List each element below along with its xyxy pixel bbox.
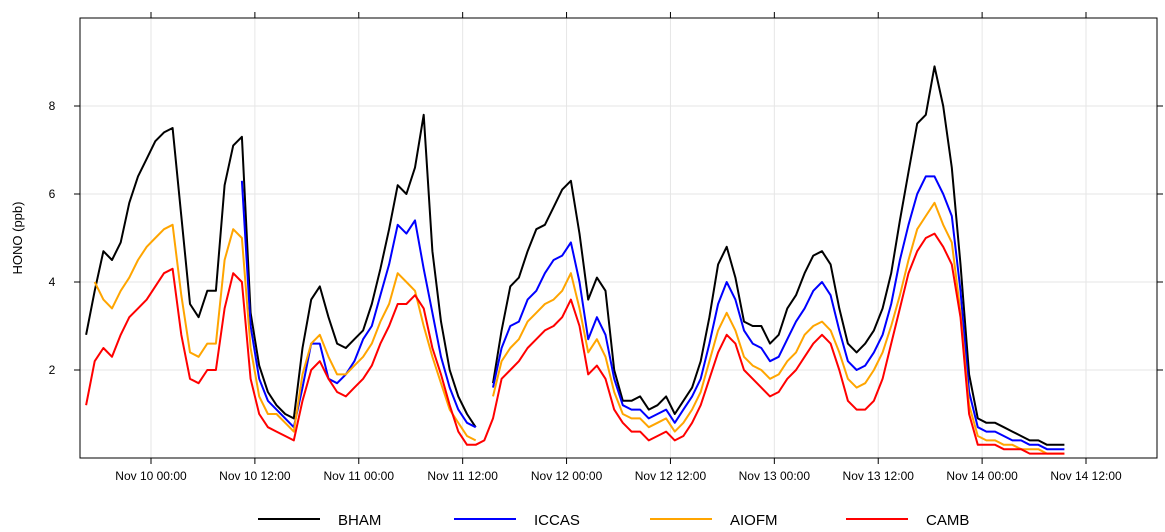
series-line-bham [85, 65, 1065, 446]
legend: BHAM ICCAS AIOFM CAMB [258, 512, 969, 529]
plot-frame [79, 17, 1158, 459]
x-tick-label: Nov 12 00:00 [531, 469, 603, 483]
x-tick-label: Nov 14 00:00 [946, 469, 1018, 483]
legend-label-camb: CAMB [926, 512, 969, 529]
y-tick-label: 8 [49, 99, 56, 113]
y-tick-label: 2 [49, 363, 56, 377]
x-tick-label: Nov 11 12:00 [427, 469, 498, 483]
grid-lines [80, 18, 1157, 458]
axes: 2 4 6 8 Nov 10 00:00 Nov 10 12:00 Nov 11 00:00… [49, 12, 1163, 483]
legend-label-iccas: ICCAS [534, 512, 580, 529]
x-tick-label: Nov 14 12:00 [1050, 469, 1122, 483]
series-line-iccas [240, 175, 1065, 451]
y-axis-label: HONO (ppb) [10, 202, 25, 275]
x-tick-label: Nov 10 00:00 [115, 469, 187, 483]
series-lines [85, 65, 1065, 455]
y-tick-label: 6 [49, 187, 56, 201]
series-line-camb [85, 232, 1065, 455]
legend-label-aiofm: AIOFM [730, 512, 778, 529]
x-tick-label: Nov 11 00:00 [324, 469, 395, 483]
legend-label-bham: BHAM [338, 512, 381, 529]
x-tick-label: Nov 12 12:00 [635, 469, 707, 483]
x-tick-label: Nov 10 12:00 [219, 469, 291, 483]
y-tick-label: 4 [49, 275, 56, 289]
x-tick-label: Nov 13 12:00 [843, 469, 915, 483]
x-tick-label: Nov 13 00:00 [739, 469, 811, 483]
